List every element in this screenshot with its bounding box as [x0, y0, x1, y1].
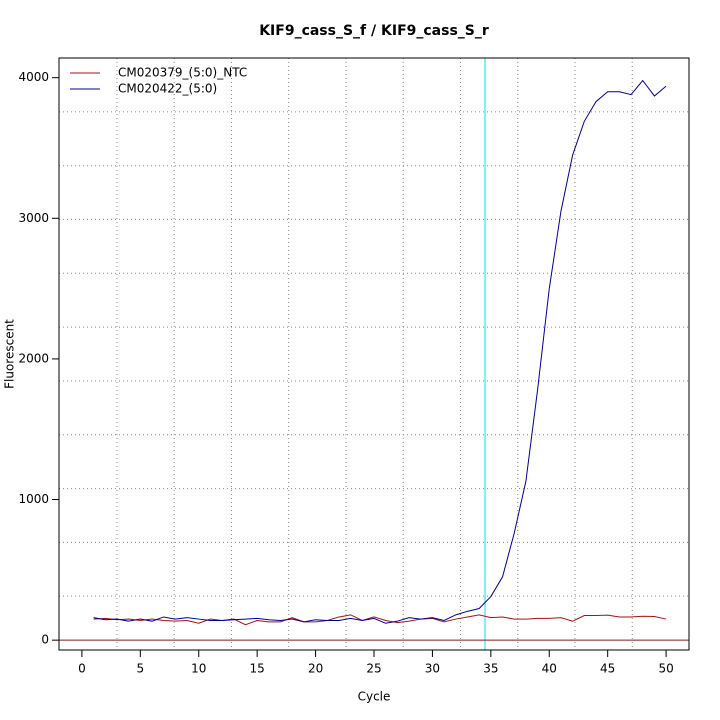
- series-line: [93, 614, 667, 626]
- y-axis-label: Fluorescent: [3, 319, 17, 389]
- x-tick-label: 5: [137, 662, 145, 676]
- x-tick-label: 25: [366, 662, 381, 676]
- x-tick-label: 10: [191, 662, 206, 676]
- x-tick-label: 45: [600, 662, 615, 676]
- series-line: [93, 79, 667, 624]
- legend-label: CM020379_(5:0)_NTC: [118, 66, 247, 80]
- plot-frame: [58, 57, 690, 651]
- x-tick-label: 40: [542, 662, 557, 676]
- y-tick-label: 0: [41, 633, 49, 647]
- y-tick-label: 4000: [18, 70, 49, 84]
- x-tick-label: 15: [250, 662, 265, 676]
- x-tick-label: 35: [483, 662, 498, 676]
- legend-label: CM020422_(5:0): [118, 82, 217, 96]
- y-tick-label: 1000: [18, 492, 49, 506]
- x-tick-label: 50: [658, 662, 673, 676]
- x-tick-label: 0: [78, 662, 86, 676]
- chart-title: KIF9_cass_S_f / KIF9_cass_S_r: [259, 23, 489, 39]
- x-tick-label: 20: [308, 662, 323, 676]
- y-tick-label: 3000: [18, 211, 49, 225]
- x-tick-label: 30: [425, 662, 440, 676]
- x-axis-label: Cycle: [358, 690, 391, 704]
- y-tick-label: 2000: [18, 351, 49, 365]
